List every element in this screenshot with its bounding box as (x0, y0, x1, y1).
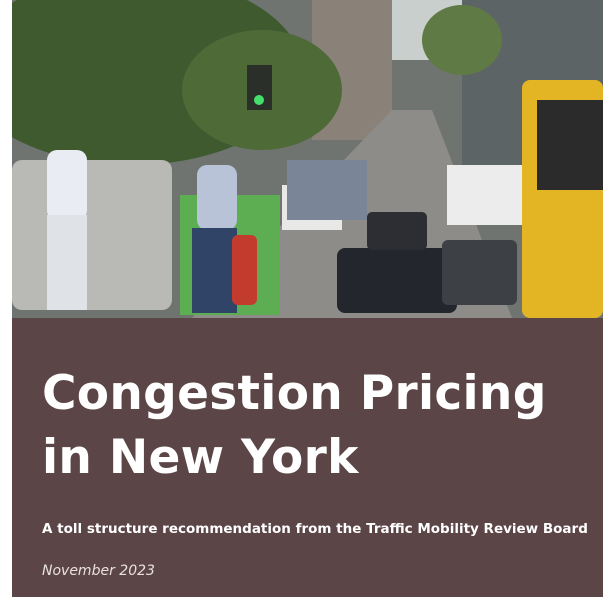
subtitle: A toll structure recommendation from the… (42, 521, 588, 537)
car-mid (367, 212, 427, 250)
title-line: in New York (42, 430, 359, 485)
street-photo (12, 0, 603, 318)
date: November 2023 (42, 563, 155, 579)
pedestrian-1-legs (47, 215, 87, 310)
title-panel: Congestion Pricing in New York A toll st… (12, 318, 603, 597)
pedestrian-2 (197, 165, 237, 230)
bus-window (537, 100, 603, 190)
box-truck (447, 165, 522, 225)
truck (287, 160, 367, 220)
car-right (442, 240, 517, 305)
cover-page: Congestion Pricing in New York A toll st… (0, 0, 613, 597)
dark-suv (337, 248, 457, 313)
title-line: Congestion Pricing (42, 366, 547, 421)
pedestrian-1 (47, 150, 87, 220)
pedestrian-2-legs (192, 228, 237, 313)
red-bag (232, 235, 257, 305)
green-light (254, 95, 264, 105)
trees-far (422, 5, 502, 75)
white-car (12, 160, 172, 310)
